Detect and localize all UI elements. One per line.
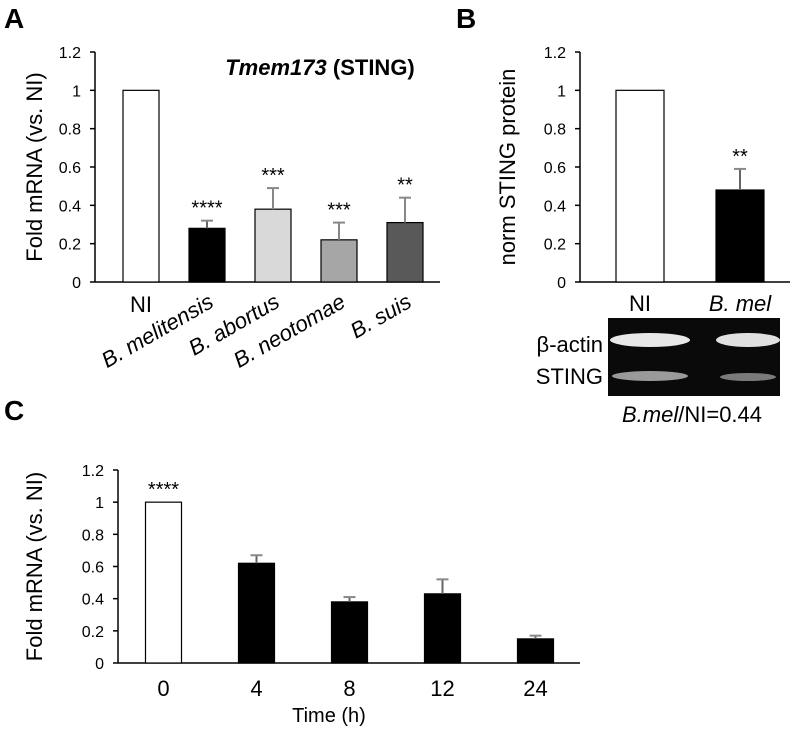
y-tick-label: 0.8 bbox=[82, 527, 104, 544]
blot-band bbox=[610, 333, 690, 347]
y-tick-label: 0 bbox=[72, 275, 81, 292]
x-tick-label: B. mel bbox=[709, 291, 772, 316]
panel-label: A bbox=[4, 3, 24, 34]
y-tick-label: 1 bbox=[557, 83, 566, 100]
x-tick-label: 24 bbox=[523, 676, 547, 701]
significance-label: **** bbox=[191, 198, 222, 220]
y-tick-label: 0.6 bbox=[544, 160, 566, 177]
bar bbox=[386, 221, 424, 283]
y-tick-label: 0.6 bbox=[82, 560, 104, 577]
error-bar bbox=[343, 596, 356, 602]
y-tick-label: 0.4 bbox=[544, 198, 566, 215]
x-tick-label: NI bbox=[130, 292, 152, 317]
blot-label: β-actin bbox=[537, 332, 603, 357]
significance-label: ** bbox=[732, 146, 748, 168]
bar bbox=[144, 501, 183, 664]
blot-label: STING bbox=[536, 364, 603, 389]
significance-label: *** bbox=[261, 165, 285, 187]
error-bar bbox=[267, 187, 279, 210]
bar bbox=[254, 208, 292, 283]
error-bar bbox=[529, 634, 542, 639]
bar bbox=[615, 89, 665, 283]
bar bbox=[330, 601, 369, 664]
x-tick-label: 0 bbox=[157, 676, 169, 701]
y-tick-label: 0.2 bbox=[59, 237, 81, 254]
bar bbox=[715, 189, 765, 283]
ratio-text: /NI=0.44 bbox=[678, 402, 762, 427]
y-tick-label: 0.2 bbox=[82, 624, 104, 641]
bar bbox=[516, 638, 555, 664]
error-bar bbox=[436, 578, 449, 594]
y-tick-label: 1.2 bbox=[544, 45, 566, 62]
error-bar bbox=[201, 219, 213, 229]
y-axis-label: Fold mRNA (vs. NI) bbox=[22, 72, 47, 261]
y-tick-label: 0.2 bbox=[544, 237, 566, 254]
ratio-italic: B.mel bbox=[622, 402, 679, 427]
y-tick-label: 0.8 bbox=[544, 122, 566, 139]
y-tick-label: 0 bbox=[557, 275, 566, 292]
y-axis-label: Fold mRNA (vs. NI) bbox=[22, 472, 47, 661]
x-tick-label: NI bbox=[629, 291, 651, 316]
y-tick-label: 1 bbox=[72, 83, 81, 100]
blot-image bbox=[608, 318, 780, 396]
y-tick-label: 0 bbox=[95, 656, 104, 673]
bar bbox=[237, 562, 276, 664]
x-axis-label: Time (h) bbox=[292, 705, 366, 727]
error-bar bbox=[333, 221, 345, 240]
bar bbox=[423, 593, 462, 664]
error-bar bbox=[250, 554, 263, 564]
panel-label: C bbox=[4, 395, 24, 426]
bar bbox=[122, 89, 160, 283]
chart-title: Tmem173 (STING) bbox=[225, 55, 415, 80]
y-tick-label: 1.2 bbox=[82, 463, 104, 480]
y-tick-label: 0.4 bbox=[82, 592, 104, 609]
bar bbox=[320, 239, 358, 283]
y-tick-label: 0.4 bbox=[59, 198, 81, 215]
y-tick-label: 0.6 bbox=[59, 160, 81, 177]
error-bar bbox=[399, 196, 411, 223]
x-tick-label: B. suis bbox=[346, 289, 416, 344]
blot-band bbox=[720, 373, 776, 381]
x-tick-label: 4 bbox=[250, 676, 262, 701]
significance-label: ** bbox=[397, 175, 413, 197]
blot-band bbox=[612, 371, 688, 381]
significance-label: **** bbox=[148, 479, 179, 501]
y-tick-label: 1 bbox=[95, 495, 104, 512]
y-axis-label: norm STING protein bbox=[495, 69, 520, 266]
bar bbox=[188, 227, 226, 283]
title-protein: (STING) bbox=[333, 55, 415, 80]
y-tick-label: 1.2 bbox=[59, 45, 81, 62]
panel-label: B bbox=[456, 3, 476, 34]
significance-label: *** bbox=[327, 200, 351, 222]
x-tick-label: 12 bbox=[430, 676, 454, 701]
x-tick-label: 8 bbox=[343, 676, 355, 701]
error-bar bbox=[734, 167, 746, 190]
blot-band bbox=[716, 333, 780, 347]
title-gene: Tmem173 bbox=[225, 55, 327, 80]
y-tick-label: 0.8 bbox=[59, 122, 81, 139]
blot-ratio: B.mel/NI=0.44 bbox=[622, 402, 762, 427]
